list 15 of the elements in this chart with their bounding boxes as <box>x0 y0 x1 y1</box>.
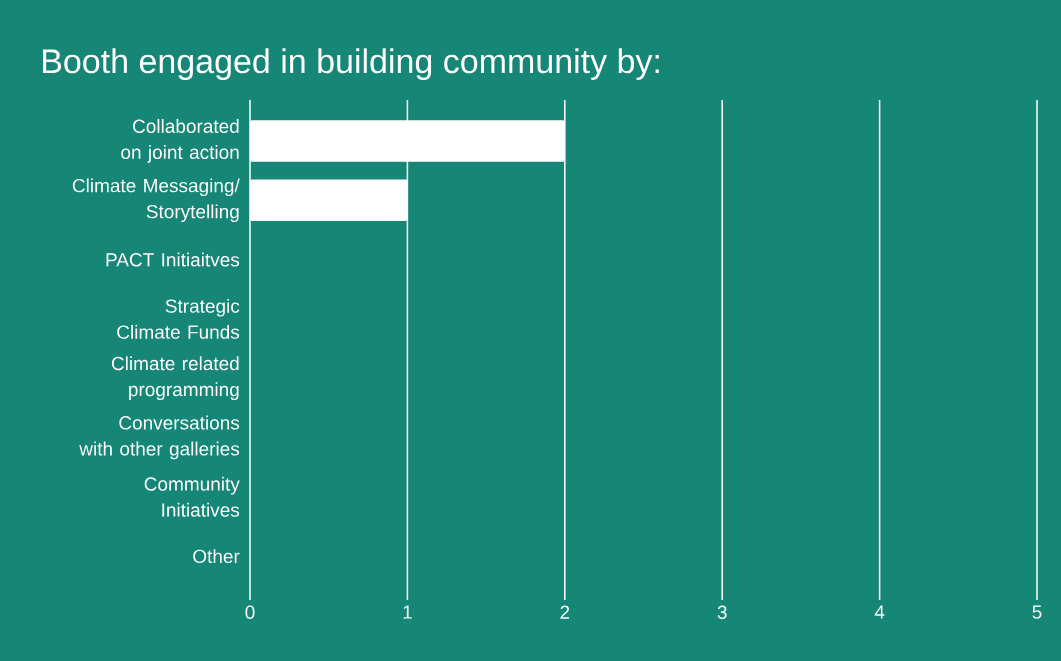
y-tick-label: PACT Initiaitves <box>106 252 240 267</box>
x-tick-label: 2 <box>560 605 570 619</box>
x-tick-label: 4 <box>874 605 885 619</box>
y-tick-label: Climate Messaging/ Storytelling <box>72 178 240 223</box>
y-tick-label: Community Initiatives <box>144 476 240 517</box>
x-tick-label: 1 <box>403 605 412 619</box>
y-tick-label: Collaborated on joint action <box>121 119 239 163</box>
x-tick-label: 3 <box>717 605 727 619</box>
y-tick-label: Conversations with other galleries <box>79 415 240 460</box>
y-tick-label: Climate related programming <box>111 356 239 401</box>
y-tick-label: Other <box>193 549 240 564</box>
x-tick-label: 5 <box>1032 605 1042 619</box>
chart-title: Booth engaged in building community by: <box>43 48 659 81</box>
x-tick-label: 0 <box>245 605 255 619</box>
y-tick-label: Strategic Climate Funds <box>117 298 240 339</box>
